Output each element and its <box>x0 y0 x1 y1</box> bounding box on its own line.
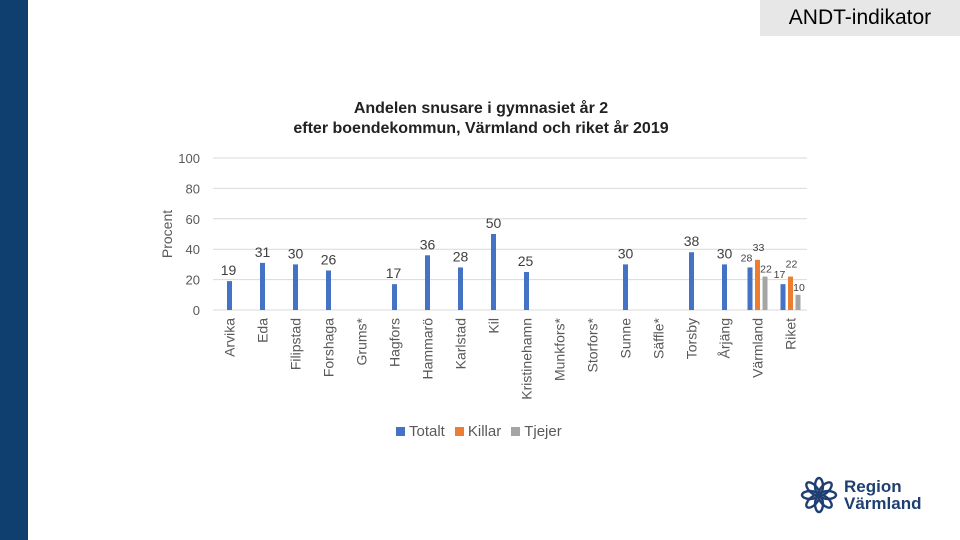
bar-totalt <box>392 284 397 310</box>
flower-logo-icon <box>800 476 838 514</box>
legend-item-tjejer: Tjejer <box>511 423 562 440</box>
bar-totalt <box>780 284 786 310</box>
data-label-totalt: 50 <box>486 215 502 231</box>
legend-item-totalt: Totalt <box>396 423 445 440</box>
chart-title-line: efter boendekommun, Värmland och riket å… <box>293 119 668 137</box>
x-tick-label: Värmland <box>750 318 766 378</box>
bar-totalt <box>722 264 727 310</box>
logo-text-line2: Värmland <box>844 494 922 513</box>
bar-totalt <box>491 234 496 310</box>
region-varmland-logo: Region Värmland <box>800 476 921 514</box>
x-tick-label: Munkfors* <box>552 317 568 381</box>
x-tick-label: Hammarö <box>420 318 436 380</box>
legend-item-killar: Killar <box>454 423 502 440</box>
y-axis-label: Procent <box>159 210 175 258</box>
y-tick-label: 20 <box>186 273 200 288</box>
x-tick-label: Riket <box>783 318 799 350</box>
x-tick-label: Filipstad <box>288 318 304 370</box>
legend-swatch-tjejer <box>511 427 521 436</box>
data-label-totalt: 28 <box>453 248 469 264</box>
legend-label-tjejer: Tjejer <box>524 423 562 440</box>
data-label-killar: 33 <box>753 242 765 254</box>
bar-totalt <box>260 262 265 310</box>
legend-swatch-totalt <box>396 427 405 436</box>
x-tick-label: Karlstad <box>453 318 469 369</box>
y-tick-label: 100 <box>178 151 200 166</box>
x-tick-label: Forshaga <box>321 318 337 377</box>
y-tick-label: 80 <box>186 181 200 196</box>
data-label-killar: 22 <box>786 259 798 271</box>
x-tick-label: Säffle* <box>651 317 667 359</box>
data-label-totalt: 30 <box>618 245 634 261</box>
x-tick-label: Arvika <box>222 318 238 357</box>
bar-totalt <box>227 281 232 310</box>
bar-totalt <box>326 270 331 310</box>
bar-totalt <box>747 267 753 310</box>
data-label-totalt: 26 <box>321 251 337 267</box>
bar-totalt <box>458 267 463 310</box>
data-label-totalt: 25 <box>518 253 534 269</box>
data-label-totalt: 30 <box>717 245 733 261</box>
x-tick-label: Kristinehamn <box>519 318 535 400</box>
x-tick-label: Grums* <box>354 317 370 365</box>
y-tick-label: 40 <box>186 242 200 257</box>
y-tick-label: 60 <box>186 212 200 227</box>
bar-totalt <box>425 255 430 310</box>
y-tick-label: 0 <box>193 303 200 318</box>
x-tick-label: Årjäng <box>717 318 733 358</box>
x-tick-label: Kil <box>486 318 502 334</box>
data-label-totalt: 30 <box>288 245 304 261</box>
indicator-badge: ANDT-indikator <box>760 0 960 36</box>
x-tick-label: Sunne <box>618 318 634 359</box>
logo-text: Region Värmland <box>844 478 921 512</box>
legend-swatch-killar <box>454 427 464 436</box>
bar-totalt <box>623 264 628 310</box>
data-label-totalt: 17 <box>386 265 402 281</box>
data-label-totalt: 19 <box>221 262 237 278</box>
legend: Totalt Killar Tjejer <box>396 423 562 440</box>
bar-killar <box>755 259 760 310</box>
x-tick-label: Torsby <box>684 318 700 359</box>
bar-totalt <box>293 264 298 310</box>
bar-tjejer <box>762 276 768 310</box>
logo-text-line1: Region <box>844 477 902 496</box>
bar-tjejer <box>795 294 801 310</box>
bar-totalt <box>524 272 529 310</box>
legend-label-totalt: Totalt <box>409 423 445 440</box>
x-tick-label: Eda <box>255 318 271 343</box>
data-label-totalt: 17 <box>774 269 786 281</box>
data-label-totalt: 31 <box>255 244 271 260</box>
bar-totalt <box>689 252 694 310</box>
chart-title-line: Andelen snusare i gymnasiet år 2 <box>354 99 608 117</box>
x-tick-label: Storfors* <box>585 317 601 372</box>
data-label-totalt: 38 <box>684 233 700 249</box>
logo-petal <box>805 481 821 497</box>
bar-killar <box>788 276 793 310</box>
legend-label-killar: Killar <box>467 423 502 440</box>
data-label-totalt: 28 <box>741 252 753 264</box>
data-label-totalt: 36 <box>420 236 436 252</box>
x-tick-label: Hagfors <box>387 318 403 367</box>
side-accent-bar <box>0 0 28 540</box>
data-label-tjejer: 22 <box>760 264 772 276</box>
data-label-tjejer: 10 <box>793 282 805 294</box>
